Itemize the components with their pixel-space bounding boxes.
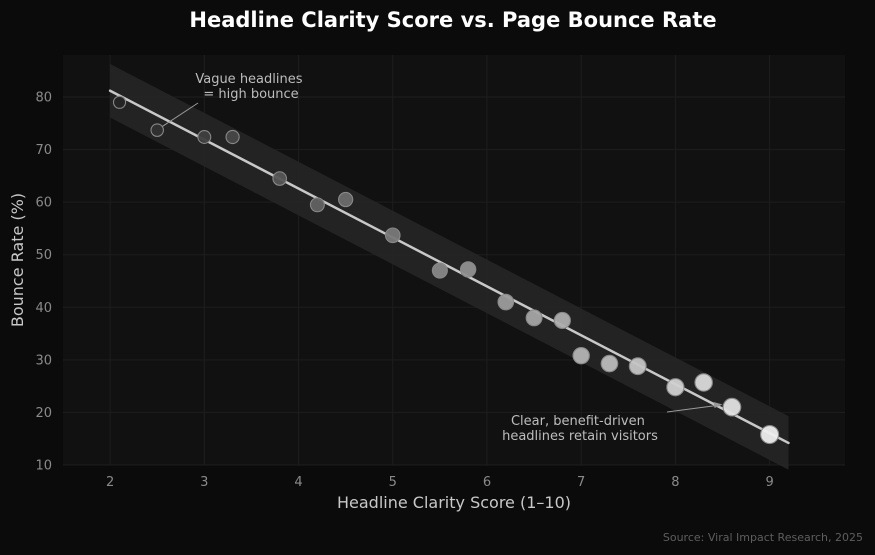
x-tick-label: 9 [765, 475, 773, 490]
y-tick-label: 40 [35, 301, 52, 316]
annotation-arrow-layer [160, 102, 723, 413]
data-point [338, 191, 354, 208]
data-point [497, 293, 515, 311]
data-point [459, 261, 477, 278]
data-point [431, 262, 448, 279]
x-tick-label: 5 [389, 475, 397, 490]
y-tick-label: 10 [35, 459, 52, 474]
annotation-vague-line-1: Vague headlines [195, 72, 302, 87]
x-tick-label: 7 [577, 475, 585, 490]
source-note: Source: Viral Impact Research, 2025 [663, 531, 863, 544]
y-tick-label: 30 [35, 353, 52, 368]
y-tick-label: 70 [35, 143, 52, 158]
y-axis-ticks: 10 20 30 40 50 60 70 80 [35, 91, 52, 474]
data-point [150, 123, 164, 137]
x-tick-label: 2 [106, 475, 114, 490]
x-axis-ticks: 2 3 4 5 6 7 8 9 [106, 475, 774, 490]
data-point [760, 424, 780, 445]
data-point [572, 346, 590, 365]
x-tick-label: 4 [294, 475, 302, 490]
annotation-vague: Vague headlines = high bounce [195, 72, 306, 102]
annotation-vague-line-2: = high bounce [203, 87, 298, 102]
scatter-points [112, 95, 780, 445]
data-point [384, 227, 401, 244]
grid [63, 55, 845, 466]
data-point [722, 397, 742, 417]
y-tick-label: 60 [35, 196, 52, 211]
data-point [309, 197, 325, 213]
data-point [628, 357, 647, 376]
data-point [197, 130, 212, 144]
annotation-clear: Clear, benefit-driven headlines retain v… [502, 414, 658, 444]
x-axis-label: Headline Clarity Score (1–10) [337, 493, 571, 512]
data-point [694, 373, 713, 392]
data-point [112, 95, 127, 109]
annotation-clear-line-1: Clear, benefit-driven [511, 414, 645, 429]
data-point [600, 354, 619, 373]
data-point [272, 171, 288, 186]
x-tick-label: 6 [483, 475, 491, 490]
annotation-clear-line-2: headlines retain visitors [502, 429, 658, 444]
annotation-vague-arrow [160, 102, 199, 128]
x-tick-label: 3 [200, 475, 208, 490]
x-tick-label: 8 [671, 475, 679, 490]
y-tick-label: 50 [35, 248, 52, 263]
data-point [525, 309, 543, 327]
annotation-clear-arrow [666, 405, 717, 413]
data-point [553, 311, 571, 330]
data-point [225, 129, 240, 145]
y-axis-label: Bounce Rate (%) [8, 193, 27, 327]
y-tick-label: 20 [35, 406, 52, 421]
data-point [666, 378, 685, 397]
y-tick-label: 80 [35, 91, 52, 106]
chart-title: Headline Clarity Score vs. Page Bounce R… [189, 8, 716, 32]
annotation-clear-arrowhead [713, 402, 723, 409]
